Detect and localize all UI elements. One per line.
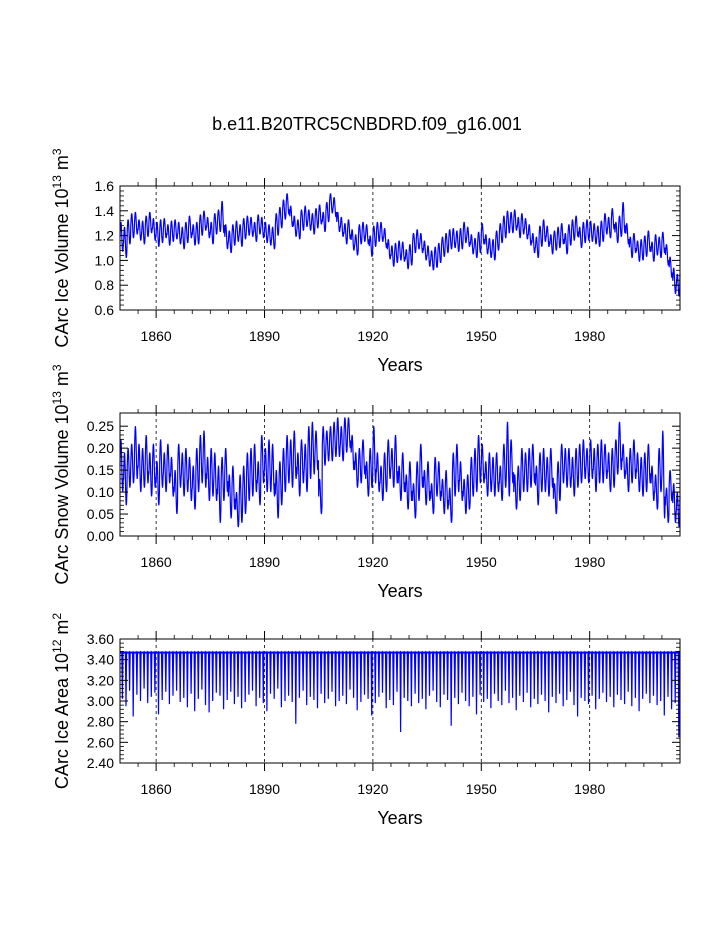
x-tick-label: 1860	[141, 328, 172, 344]
y-tick-label: 0.15	[87, 462, 114, 478]
panel-ice-area: 2.40 2.60 2.80 3.00 3.20 3.40 3.60 1860 1890 1920…	[50, 613, 681, 828]
y-axis-label: CArc Ice Area 1012 m2	[50, 613, 72, 789]
x-tick-label: 1920	[357, 781, 388, 797]
x-tick-label: 1890	[249, 328, 280, 344]
series-line-snow-volume	[119, 417, 681, 528]
y-tick-label: 1.4	[95, 203, 115, 219]
y-tick-label: 0.25	[87, 418, 114, 434]
y-tick-label: 0.05	[87, 506, 114, 522]
x-tick-label: 1980	[574, 328, 605, 344]
y-tick-label: 0.8	[95, 277, 115, 293]
series-line-ice-area	[119, 650, 681, 738]
y-tick-label: 3.00	[87, 693, 114, 709]
y-tick-label: 3.20	[87, 672, 114, 688]
y-tick-label: 2.60	[87, 734, 114, 750]
panel-snow-volume: 0.00 0.05 0.10 0.15 0.20 0.25 1860 1890 1920 1950…	[50, 364, 681, 601]
plot-frame	[119, 185, 681, 311]
x-tick-label: 1980	[574, 554, 605, 570]
x-tick-label: 1920	[357, 554, 388, 570]
x-tick-label: 1980	[574, 781, 605, 797]
y-tick-label: 1.6	[95, 178, 115, 194]
x-axis-label: Years	[377, 808, 422, 828]
x-tick-label: 1950	[466, 554, 497, 570]
y-axis-label: CArc Ice Volume 1013 m3	[50, 148, 72, 347]
y-tick-label: 3.40	[87, 652, 114, 668]
y-tick-label: 0.00	[87, 528, 114, 544]
figure-title: b.e11.B20TRC5CNBDRD.f09_g16.001	[212, 114, 522, 135]
y-tick-label: 1.2	[95, 228, 115, 244]
x-tick-label: 1890	[249, 781, 280, 797]
y-tick-label: 2.80	[87, 714, 114, 730]
panel-ice-volume: 0.6 0.8 1.0 1.2 1.4 1.6 1860 1890 1920 1950 1980 Ye…	[50, 148, 681, 375]
x-axis-label: Years	[377, 581, 422, 601]
x-tick-label: 1950	[466, 781, 497, 797]
y-tick-label: 0.20	[87, 440, 114, 456]
x-axis-label: Years	[377, 355, 422, 375]
x-tick-label: 1860	[141, 781, 172, 797]
x-tick-label: 1920	[357, 328, 388, 344]
y-tick-label: 0.10	[87, 484, 114, 500]
x-tick-label: 1860	[141, 554, 172, 570]
y-axis-label: CArc Snow Volume 1013 m3	[50, 364, 72, 584]
y-tick-label: 1.0	[95, 252, 115, 268]
x-tick-label: 1890	[249, 554, 280, 570]
y-tick-label: 0.6	[95, 302, 115, 318]
series-line-ice-volume	[119, 193, 681, 297]
x-tick-label: 1950	[466, 328, 497, 344]
y-tick-label: 2.40	[87, 755, 114, 771]
y-tick-label: 3.60	[87, 631, 114, 647]
